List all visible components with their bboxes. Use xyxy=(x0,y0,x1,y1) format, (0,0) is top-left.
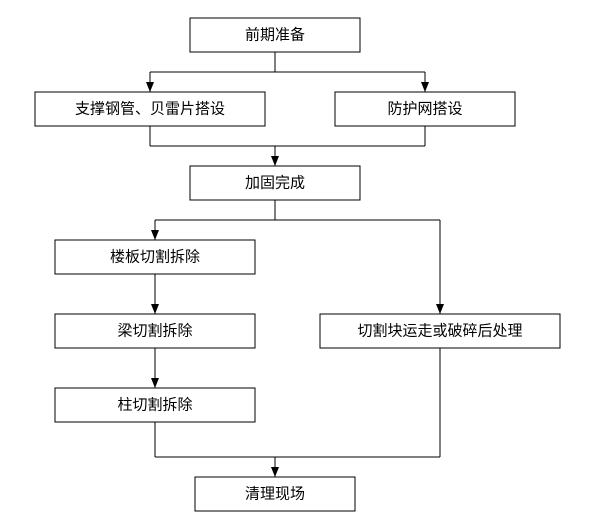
flow-node-label: 防护网搭设 xyxy=(387,100,462,117)
flow-node-n7: 切割块运走或破碎后处理 xyxy=(320,314,560,348)
flow-node-label: 楼板切割拆除 xyxy=(110,247,200,265)
flow-node-label: 切割块运走或破碎后处理 xyxy=(357,322,522,339)
flow-node-label: 清理现场 xyxy=(245,485,305,502)
flow-node-n4: 加固完成 xyxy=(190,166,360,200)
flow-node-n2: 支撑钢管、贝雷片搭设 xyxy=(35,92,265,126)
flow-node-label: 前期准备 xyxy=(245,26,305,43)
flow-node-n3: 防护网搭设 xyxy=(335,92,515,126)
flow-node-label: 梁切割拆除 xyxy=(117,322,192,339)
flow-node-n9: 清理现场 xyxy=(195,477,355,511)
flow-node-label: 加固完成 xyxy=(245,174,305,191)
flow-node-label: 支撑钢管、贝雷片搭设 xyxy=(75,100,225,117)
flow-node-label: 柱切割拆除 xyxy=(117,396,192,413)
flow-node-n6: 梁切割拆除 xyxy=(55,314,255,348)
flow-node-n1: 前期准备 xyxy=(190,18,360,52)
flow-node-n5: 楼板切割拆除 xyxy=(55,240,255,274)
flowchart: 前期准备支撑钢管、贝雷片搭设 防护网搭设加固完成楼板切割拆除梁切割拆除 切割块运走或… xyxy=(0,0,597,531)
flow-node-n8: 柱切割拆除 xyxy=(55,388,255,422)
